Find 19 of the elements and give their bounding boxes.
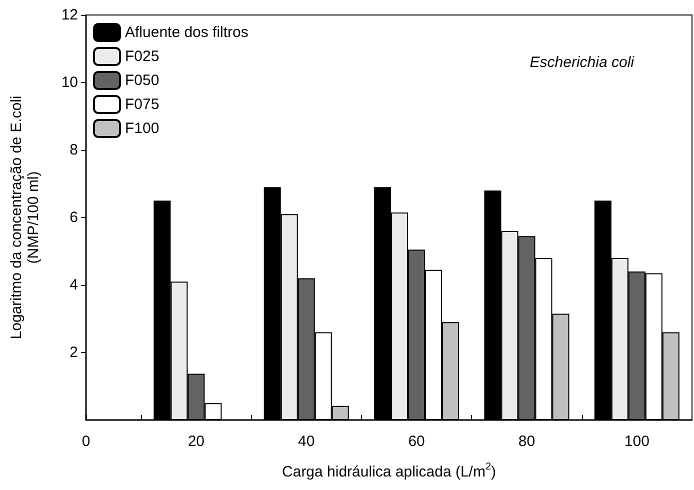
legend-label: F075 — [125, 96, 160, 113]
legend-label: F050 — [125, 72, 160, 89]
y-tick-label: 6 — [70, 209, 78, 226]
x-tick-label: 20 — [188, 433, 205, 450]
legend-label: F025 — [125, 48, 160, 65]
y-tick-label: 8 — [70, 142, 78, 158]
y-tick-label: 12 — [61, 6, 78, 24]
x-tick-label: 0 — [82, 433, 90, 450]
y-tick-label: 10 — [61, 74, 78, 91]
x-tick-label: 100 — [624, 433, 650, 450]
y-tick-label: 4 — [70, 276, 78, 294]
legend-label: F100 — [125, 120, 160, 137]
y-tick-label: 2 — [70, 344, 78, 361]
annotation: Escherichia coli — [530, 54, 635, 71]
x-tick-label: 80 — [518, 433, 536, 450]
x-tick-label: 60 — [408, 433, 425, 450]
legend-label: Afluente dos filtros — [125, 24, 248, 41]
y-axis-title: Logaritmo da concentração de E.coli (NMP/100 ml) — [8, 96, 42, 340]
x-tick-label: 40 — [298, 433, 315, 450]
